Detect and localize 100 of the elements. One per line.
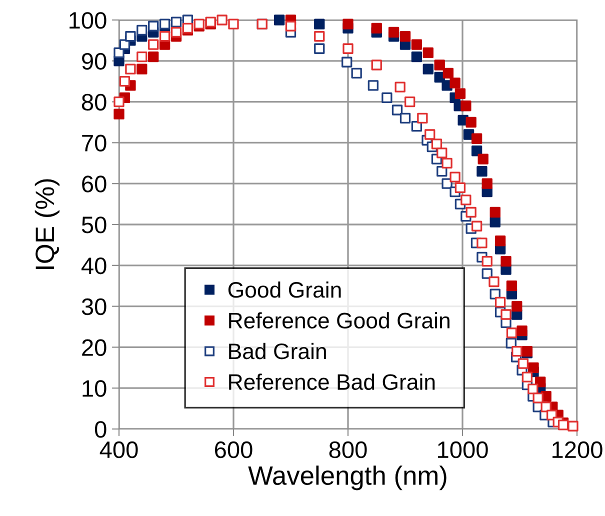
point	[522, 372, 533, 382]
point	[392, 104, 403, 116]
point	[482, 178, 492, 189]
point	[454, 88, 466, 99]
point	[490, 206, 500, 218]
point	[471, 133, 482, 144]
point	[450, 172, 460, 182]
y-axis-title: IQE (%)	[34, 179, 60, 269]
x-axis-title: Wavelength (nm)	[248, 466, 446, 490]
point	[500, 309, 512, 320]
point	[216, 14, 228, 26]
point	[314, 31, 325, 42]
point	[368, 80, 379, 91]
point	[400, 31, 411, 42]
point	[466, 116, 476, 128]
point	[471, 220, 482, 232]
point	[535, 376, 546, 388]
x-tick-label: 600	[215, 441, 252, 458]
point	[460, 194, 472, 206]
point	[394, 82, 406, 92]
point	[500, 256, 512, 267]
y-tick-label: 0	[94, 421, 106, 438]
point	[274, 14, 285, 26]
point	[528, 362, 539, 373]
point	[342, 56, 352, 68]
point	[228, 18, 239, 30]
legend-label: Good Grain	[228, 281, 341, 298]
point	[342, 43, 354, 54]
point	[471, 146, 482, 156]
point	[506, 280, 518, 292]
point	[170, 16, 182, 28]
point	[528, 384, 538, 394]
point	[482, 256, 492, 267]
point	[460, 100, 472, 112]
x-tick-label: 1000	[438, 441, 488, 458]
point	[314, 43, 325, 54]
y-tick-label: 20	[82, 339, 106, 356]
point	[422, 64, 434, 74]
point	[506, 328, 518, 338]
point	[136, 64, 148, 74]
point	[382, 92, 392, 104]
point	[125, 64, 136, 74]
point	[371, 60, 382, 70]
x-tick-label: 800	[329, 441, 367, 458]
point	[119, 39, 130, 50]
point	[417, 112, 428, 124]
point	[436, 148, 448, 158]
point	[450, 78, 460, 88]
point	[490, 216, 500, 228]
y-tick-label: 30	[82, 298, 106, 316]
point	[422, 47, 434, 58]
y-tick-label: 40	[81, 257, 106, 274]
point	[404, 96, 416, 108]
point	[488, 276, 500, 288]
x-tick-label: 1200	[552, 441, 602, 458]
point	[540, 402, 552, 412]
point	[442, 158, 452, 168]
point	[114, 47, 124, 58]
point	[159, 31, 170, 42]
point	[476, 166, 488, 177]
point	[494, 296, 506, 308]
y-tick-label: 60	[82, 176, 106, 192]
y-tick-label: 80	[82, 94, 106, 111]
point	[411, 51, 422, 62]
point	[148, 20, 159, 32]
point	[431, 138, 442, 150]
point	[454, 182, 466, 194]
point	[114, 108, 124, 120]
y-tick-label: 10	[82, 380, 106, 397]
point	[512, 300, 522, 312]
point	[516, 326, 528, 336]
point	[494, 236, 506, 246]
point	[114, 96, 124, 108]
x-tick-label: 400	[100, 441, 138, 458]
point	[119, 76, 130, 87]
legend-label: Reference Good Grain	[229, 312, 450, 329]
point	[568, 420, 578, 432]
point	[442, 68, 454, 79]
point	[136, 24, 148, 36]
point	[512, 346, 522, 357]
y-tick-label: 90	[82, 52, 106, 70]
point	[476, 238, 488, 248]
y-tick-label: 100	[70, 12, 106, 29]
y-tick-label: 70	[82, 134, 106, 152]
point	[136, 51, 148, 62]
point	[400, 112, 411, 124]
point	[148, 51, 159, 62]
point	[478, 154, 488, 164]
point	[482, 268, 492, 279]
point	[159, 18, 170, 30]
point	[371, 22, 382, 34]
point	[411, 39, 422, 50]
point	[351, 68, 362, 79]
point	[148, 39, 159, 50]
point	[518, 358, 529, 369]
point	[532, 392, 544, 404]
legend-label: Bad Grain	[229, 342, 326, 360]
point	[314, 18, 325, 30]
point	[125, 31, 136, 42]
y-tick-label: 50	[82, 216, 106, 234]
